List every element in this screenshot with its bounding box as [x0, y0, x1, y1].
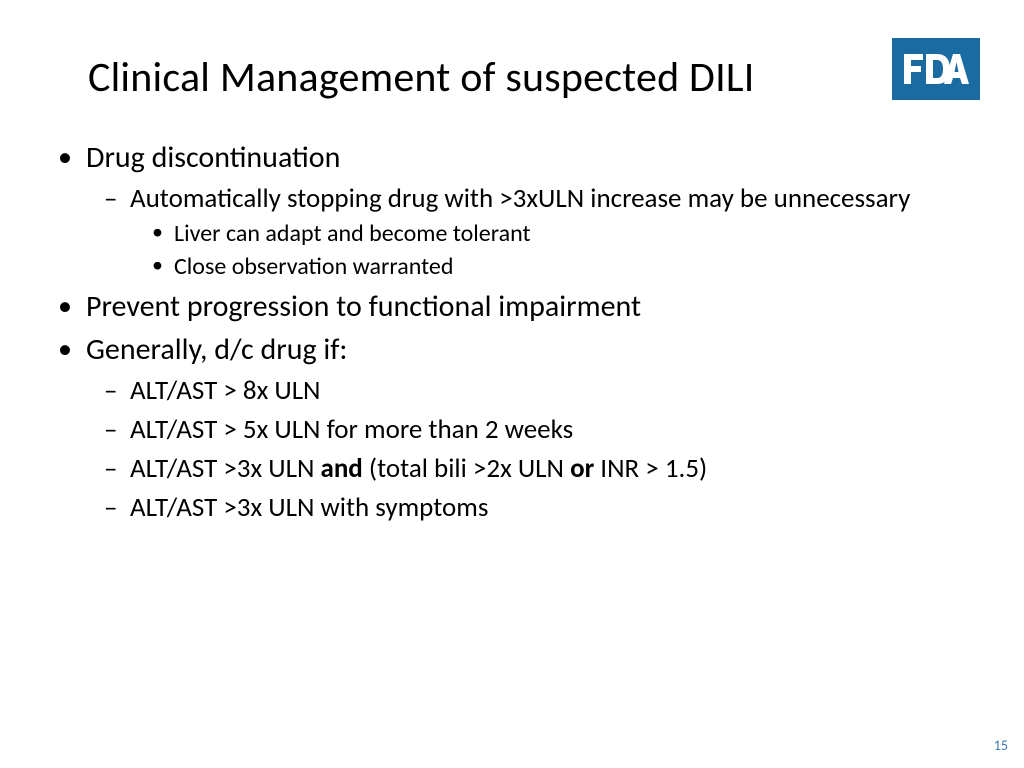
slide-content: Drug discontinuation Automatically stopp… [48, 139, 976, 525]
bullet-l2: ALT/AST > 5x ULN for more than 2 weeks [100, 412, 976, 447]
bullet-l1: Prevent progression to functional impair… [52, 288, 976, 326]
bullet-l2: ALT/AST >3x ULN with symptoms [100, 490, 976, 525]
bullet-text: Drug discontinuation [86, 139, 340, 176]
bold-text: and [320, 452, 362, 485]
bullet-list-l1: Drug discontinuation Automatically stopp… [52, 139, 976, 525]
slide: Clinical Management of suspected DILI Dr… [0, 0, 1024, 768]
bullet-l1: Generally, d/c drug if: ALT/AST > 8x ULN… [52, 331, 976, 525]
bullet-l1: Drug discontinuation Automatically stopp… [52, 139, 976, 282]
bullet-l3: Close observation warranted [146, 251, 976, 282]
bullet-text: ALT/AST > 8x ULN [130, 374, 320, 407]
bullet-text: (total bili >2x ULN [363, 452, 570, 485]
bullet-text: Generally, d/c drug if: [86, 331, 347, 368]
page-title: Clinical Management of suspected DILI [88, 52, 755, 103]
bullet-text: Prevent progression to functional impair… [86, 288, 641, 325]
bullet-text: ALT/AST > 5x ULN for more than 2 weeks [130, 413, 573, 446]
bullet-text: ALT/AST >3x ULN with symptoms [130, 491, 488, 524]
bullet-list-l3: Liver can adapt and become tolerant Clos… [146, 218, 976, 282]
bold-text: or [570, 452, 594, 485]
bullet-text: Automatically stopping drug with >3xULN … [130, 182, 910, 215]
bullet-text: ALT/AST >3x ULN [130, 452, 320, 485]
bullet-l2: ALT/AST > 8x ULN [100, 373, 976, 408]
bullet-l2: Automatically stopping drug with >3xULN … [100, 181, 976, 282]
fda-logo [892, 38, 980, 100]
header-row: Clinical Management of suspected DILI [48, 48, 976, 103]
bullet-text: INR > 1.5) [594, 452, 707, 485]
bullet-text: Close observation warranted [174, 252, 453, 281]
bullet-list-l2: Automatically stopping drug with >3xULN … [100, 181, 976, 282]
bullet-l2: ALT/AST >3x ULN and (total bili >2x ULN … [100, 451, 976, 486]
bullet-text: Liver can adapt and become tolerant [174, 219, 531, 248]
page-number: 15 [994, 737, 1008, 754]
bullet-list-l2: ALT/AST > 8x ULN ALT/AST > 5x ULN for mo… [100, 373, 976, 525]
bullet-l3: Liver can adapt and become tolerant [146, 218, 976, 249]
